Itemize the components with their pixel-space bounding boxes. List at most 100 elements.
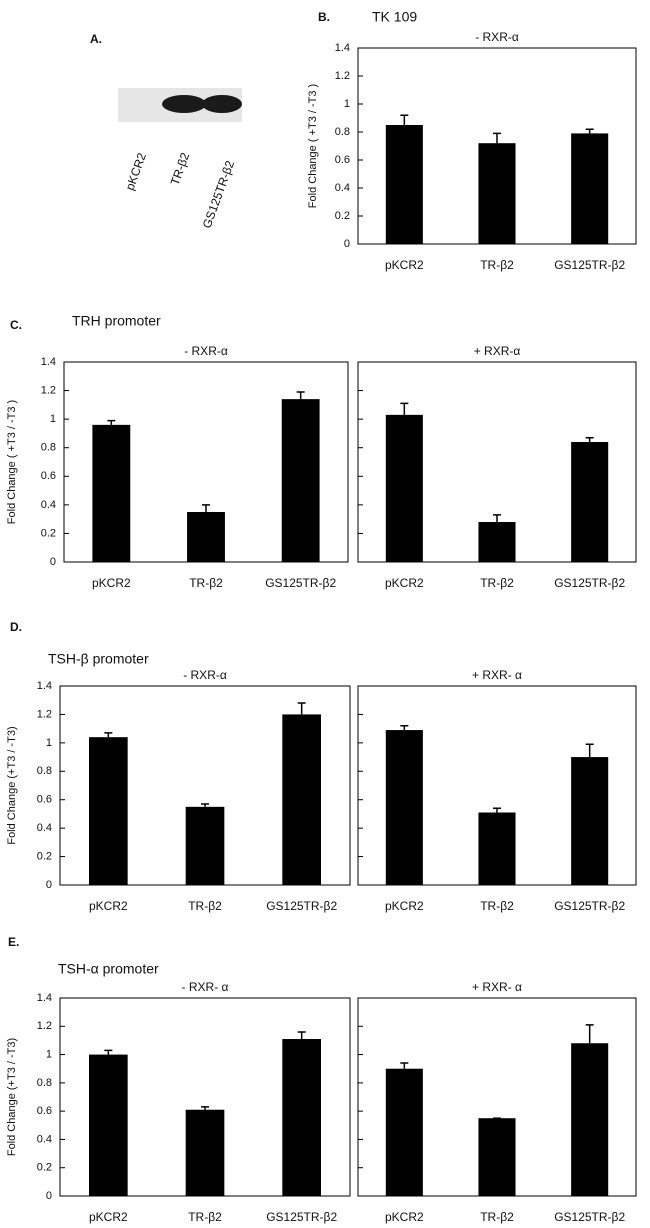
bar — [92, 424, 131, 562]
bar — [478, 143, 516, 244]
x-tick-label: pKCR2 — [385, 1210, 424, 1224]
error-bar — [585, 128, 594, 134]
y-tick-label: 0 — [344, 238, 350, 250]
error-bar — [296, 391, 305, 400]
chart-subtitle: - RXR-α — [184, 344, 228, 358]
panel-title: TSH-α promoter — [58, 961, 159, 977]
x-tick-label: GS125TR-β2 — [554, 899, 625, 913]
bar — [89, 1054, 128, 1196]
panel-label: C. — [10, 318, 22, 332]
y-axis-label: Fold Change ( +T3 / -T3 ) — [6, 400, 18, 524]
bar — [89, 737, 128, 885]
error-bar — [585, 436, 594, 442]
blot-band — [162, 95, 206, 113]
y-tick-label: 0 — [46, 879, 52, 891]
bar — [385, 414, 423, 562]
error-bar — [400, 402, 409, 415]
y-tick-label: 0.6 — [41, 470, 56, 482]
error-bar — [400, 1062, 409, 1069]
x-tick-label: pKCR2 — [92, 576, 131, 590]
error-bar — [493, 514, 501, 522]
x-tick-label: pKCR2 — [385, 899, 424, 913]
y-tick-label: 0.8 — [37, 1077, 52, 1089]
bar — [571, 757, 609, 885]
bar — [281, 399, 320, 562]
y-tick-label: 1.4 — [335, 42, 350, 54]
y-axis-label: Fold Change ( +T3 / -T3 ) — [307, 84, 319, 208]
y-tick-label: 0.2 — [37, 850, 52, 862]
y-tick-label: 0 — [46, 1190, 52, 1202]
error-bar — [400, 725, 409, 731]
bar — [478, 522, 516, 562]
x-tick-label: GS125TR-β2 — [554, 1210, 625, 1224]
error-bar — [585, 1024, 594, 1044]
panel-label: D. — [10, 620, 22, 634]
y-tick-label: 1.2 — [37, 708, 52, 720]
error-bar — [201, 803, 209, 807]
y-tick-label: 0.4 — [41, 499, 56, 511]
error-bar — [493, 807, 501, 813]
y-tick-label: 0.8 — [37, 765, 52, 777]
bar — [185, 806, 225, 885]
lane-label: GS125TR-β2 — [200, 158, 238, 230]
bar — [571, 133, 609, 244]
error-bar — [297, 1031, 306, 1040]
y-tick-label: 1 — [46, 1048, 52, 1060]
bar — [478, 1118, 516, 1196]
error-bar — [201, 1106, 209, 1110]
bar — [187, 512, 225, 562]
y-tick-label: 0.6 — [335, 154, 350, 166]
bar — [185, 1109, 225, 1196]
y-tick-label: 0.4 — [335, 182, 350, 194]
error-bar — [104, 1049, 113, 1055]
y-tick-label: 0.8 — [41, 442, 56, 454]
panel-title: TRH promoter — [72, 313, 161, 329]
bar — [385, 1068, 423, 1196]
y-tick-label: 0.2 — [37, 1162, 52, 1174]
x-tick-label: pKCR2 — [385, 576, 424, 590]
bar — [571, 442, 609, 562]
y-tick-label: 0.6 — [37, 1105, 52, 1117]
bar — [571, 1043, 609, 1196]
panel-label: E. — [8, 935, 19, 949]
x-tick-label: pKCR2 — [89, 899, 128, 913]
y-tick-label: 1 — [46, 737, 52, 749]
panel-label: B. — [318, 10, 330, 24]
chart-subtitle: + RXR- α — [472, 980, 522, 994]
chart-subtitle: + RXR-α — [474, 344, 521, 358]
x-tick-label: TR-β2 — [189, 576, 223, 590]
bar — [282, 714, 321, 885]
x-tick-label: pKCR2 — [89, 1210, 128, 1224]
x-tick-label: GS125TR-β2 — [265, 576, 336, 590]
x-tick-label: GS125TR-β2 — [554, 576, 625, 590]
y-tick-label: 1.2 — [41, 384, 56, 396]
error-bar — [104, 732, 113, 738]
lane-label: pKCR2 — [123, 151, 149, 192]
y-tick-label: 0.2 — [41, 527, 56, 539]
x-tick-label: TR-β2 — [480, 576, 514, 590]
bar — [385, 730, 423, 885]
x-tick-label: pKCR2 — [385, 258, 424, 272]
blot-band — [202, 95, 242, 113]
y-tick-label: 0.4 — [37, 822, 52, 834]
chart-subtitle: + RXR- α — [472, 668, 522, 682]
y-tick-label: 1.4 — [41, 356, 56, 368]
y-tick-label: 1 — [50, 413, 56, 425]
y-axis-label: Fold Change (+T3 / -T3) — [6, 1038, 18, 1156]
y-axis-label: Fold Change (+T3 / -T3) — [6, 726, 18, 844]
bar — [385, 125, 423, 244]
error-bar — [585, 743, 594, 758]
chart-subtitle: - RXR- α — [182, 980, 229, 994]
x-tick-label: GS125TR-β2 — [554, 258, 625, 272]
x-tick-label: TR-β2 — [188, 1210, 222, 1224]
x-tick-label: TR-β2 — [480, 1210, 514, 1224]
x-tick-label: GS125TR-β2 — [266, 899, 337, 913]
x-tick-label: TR-β2 — [188, 899, 222, 913]
lane-label: TR-β2 — [168, 150, 193, 187]
y-tick-label: 0 — [50, 556, 56, 568]
y-tick-label: 0.6 — [37, 794, 52, 806]
x-tick-label: TR-β2 — [480, 899, 514, 913]
y-tick-label: 0.4 — [37, 1133, 52, 1145]
chart-subtitle: - RXR-α — [475, 30, 519, 44]
